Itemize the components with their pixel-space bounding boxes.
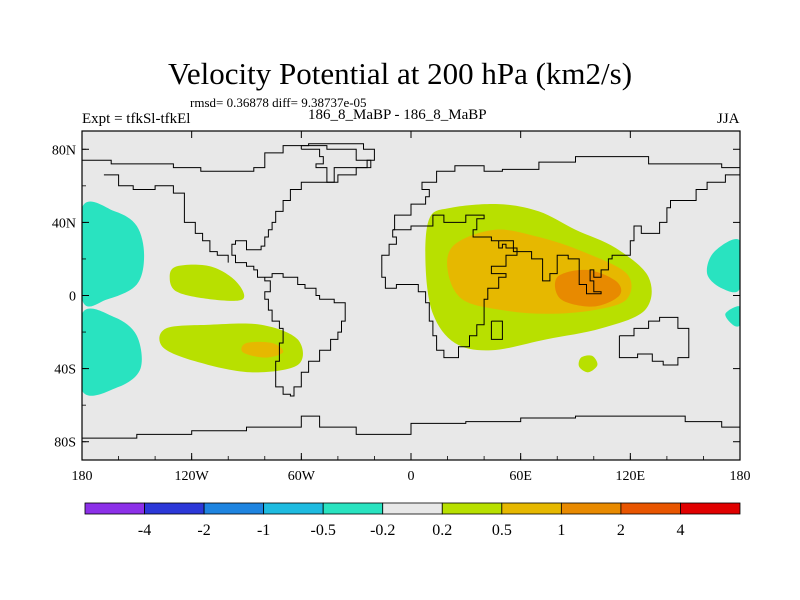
x-tick-label: 120E	[616, 469, 646, 484]
coastlines	[82, 143, 740, 439]
coastline-antarctica	[82, 415, 740, 439]
colorbar-box	[322, 502, 384, 515]
colorbar-label: 4	[676, 522, 684, 539]
case-label: 186_8_MaBP - 186_8_MaBP	[308, 107, 487, 123]
coastline-greenland-isles	[300, 145, 372, 183]
x-tick-label: 60E	[509, 469, 532, 484]
y-tick-label: 40N	[52, 216, 76, 231]
colorbar-label: 0.5	[492, 522, 512, 539]
colorbar-label: 2	[617, 522, 625, 539]
experiment-label: Expt = tfkSl-tfkEl	[82, 111, 191, 127]
y-tick-label: 80S	[54, 436, 76, 451]
x-tick-label: 180	[730, 469, 751, 484]
neg-region-east-edge-core-2	[725, 306, 740, 327]
axis-ticks: 180 120W 60W 0 60E 120E 180 80N 40N 0 40S 80S	[52, 131, 751, 484]
colorbar-box	[144, 502, 205, 515]
coastline-madagascar	[490, 320, 503, 340]
colorbar: -4 -2 -1 -0.5 -0.2 0.2 0.5 1 2 4	[84, 502, 741, 539]
season-label: JJA	[717, 111, 740, 127]
colorbar-box	[382, 502, 443, 515]
neg-region-west-pacific-north	[82, 201, 145, 307]
neg-region-west-pacific-south	[82, 308, 142, 396]
colorbar-box	[680, 502, 741, 515]
neg-region-east-edge-core	[706, 239, 740, 293]
x-tick-label: 180	[72, 469, 93, 484]
colorbar-label: 0.2	[432, 522, 452, 539]
y-tick-label: 80N	[52, 143, 76, 158]
stats-label: rmsd= 0.36878 diff= 9.38737e-05	[190, 95, 367, 110]
colorbar-box	[560, 502, 622, 515]
coastline-alaska-bering	[103, 174, 229, 263]
colorbar-label: -0.5	[311, 522, 336, 539]
colorbar-box	[501, 502, 562, 515]
chart-title: Velocity Potential at 200 hPa (km2/s)	[167, 56, 633, 91]
neg-region-east-edge	[641, 161, 740, 414]
coastline-africa-med	[381, 214, 518, 359]
colorbar-label: -0.2	[370, 522, 395, 539]
colorbar-box	[84, 502, 145, 515]
colorbar-label: -4	[138, 522, 151, 539]
y-tick-label: 40S	[54, 363, 76, 378]
colorbar-box	[203, 502, 265, 515]
x-tick-label: 120W	[175, 469, 210, 484]
coastline-australia	[618, 316, 690, 366]
contour-fills	[82, 131, 740, 460]
colorbar-label: -2	[197, 522, 210, 539]
colorbar-label: 1	[557, 522, 565, 539]
colorbar-box	[263, 502, 324, 515]
coastline-eurasia-north	[392, 156, 740, 231]
y-tick-label: 0	[69, 290, 76, 305]
colorbar-box	[441, 502, 503, 515]
pos-region-south-pacific-core	[241, 341, 284, 358]
pos-region-asia-core	[554, 269, 622, 307]
coastline-asia-east	[498, 174, 740, 295]
colorbar-label: -1	[257, 522, 270, 539]
pos-region-east-pacific-blob	[169, 264, 245, 301]
pos-region-indian-ocean-dot	[578, 355, 598, 373]
coastline-americas	[82, 143, 375, 397]
pos-region-south-pacific-blob	[159, 323, 303, 373]
neutral-southeast-hole	[697, 363, 730, 380]
colorbar-box	[620, 502, 681, 515]
x-tick-label: 0	[408, 469, 415, 484]
x-tick-label: 60W	[288, 469, 316, 484]
